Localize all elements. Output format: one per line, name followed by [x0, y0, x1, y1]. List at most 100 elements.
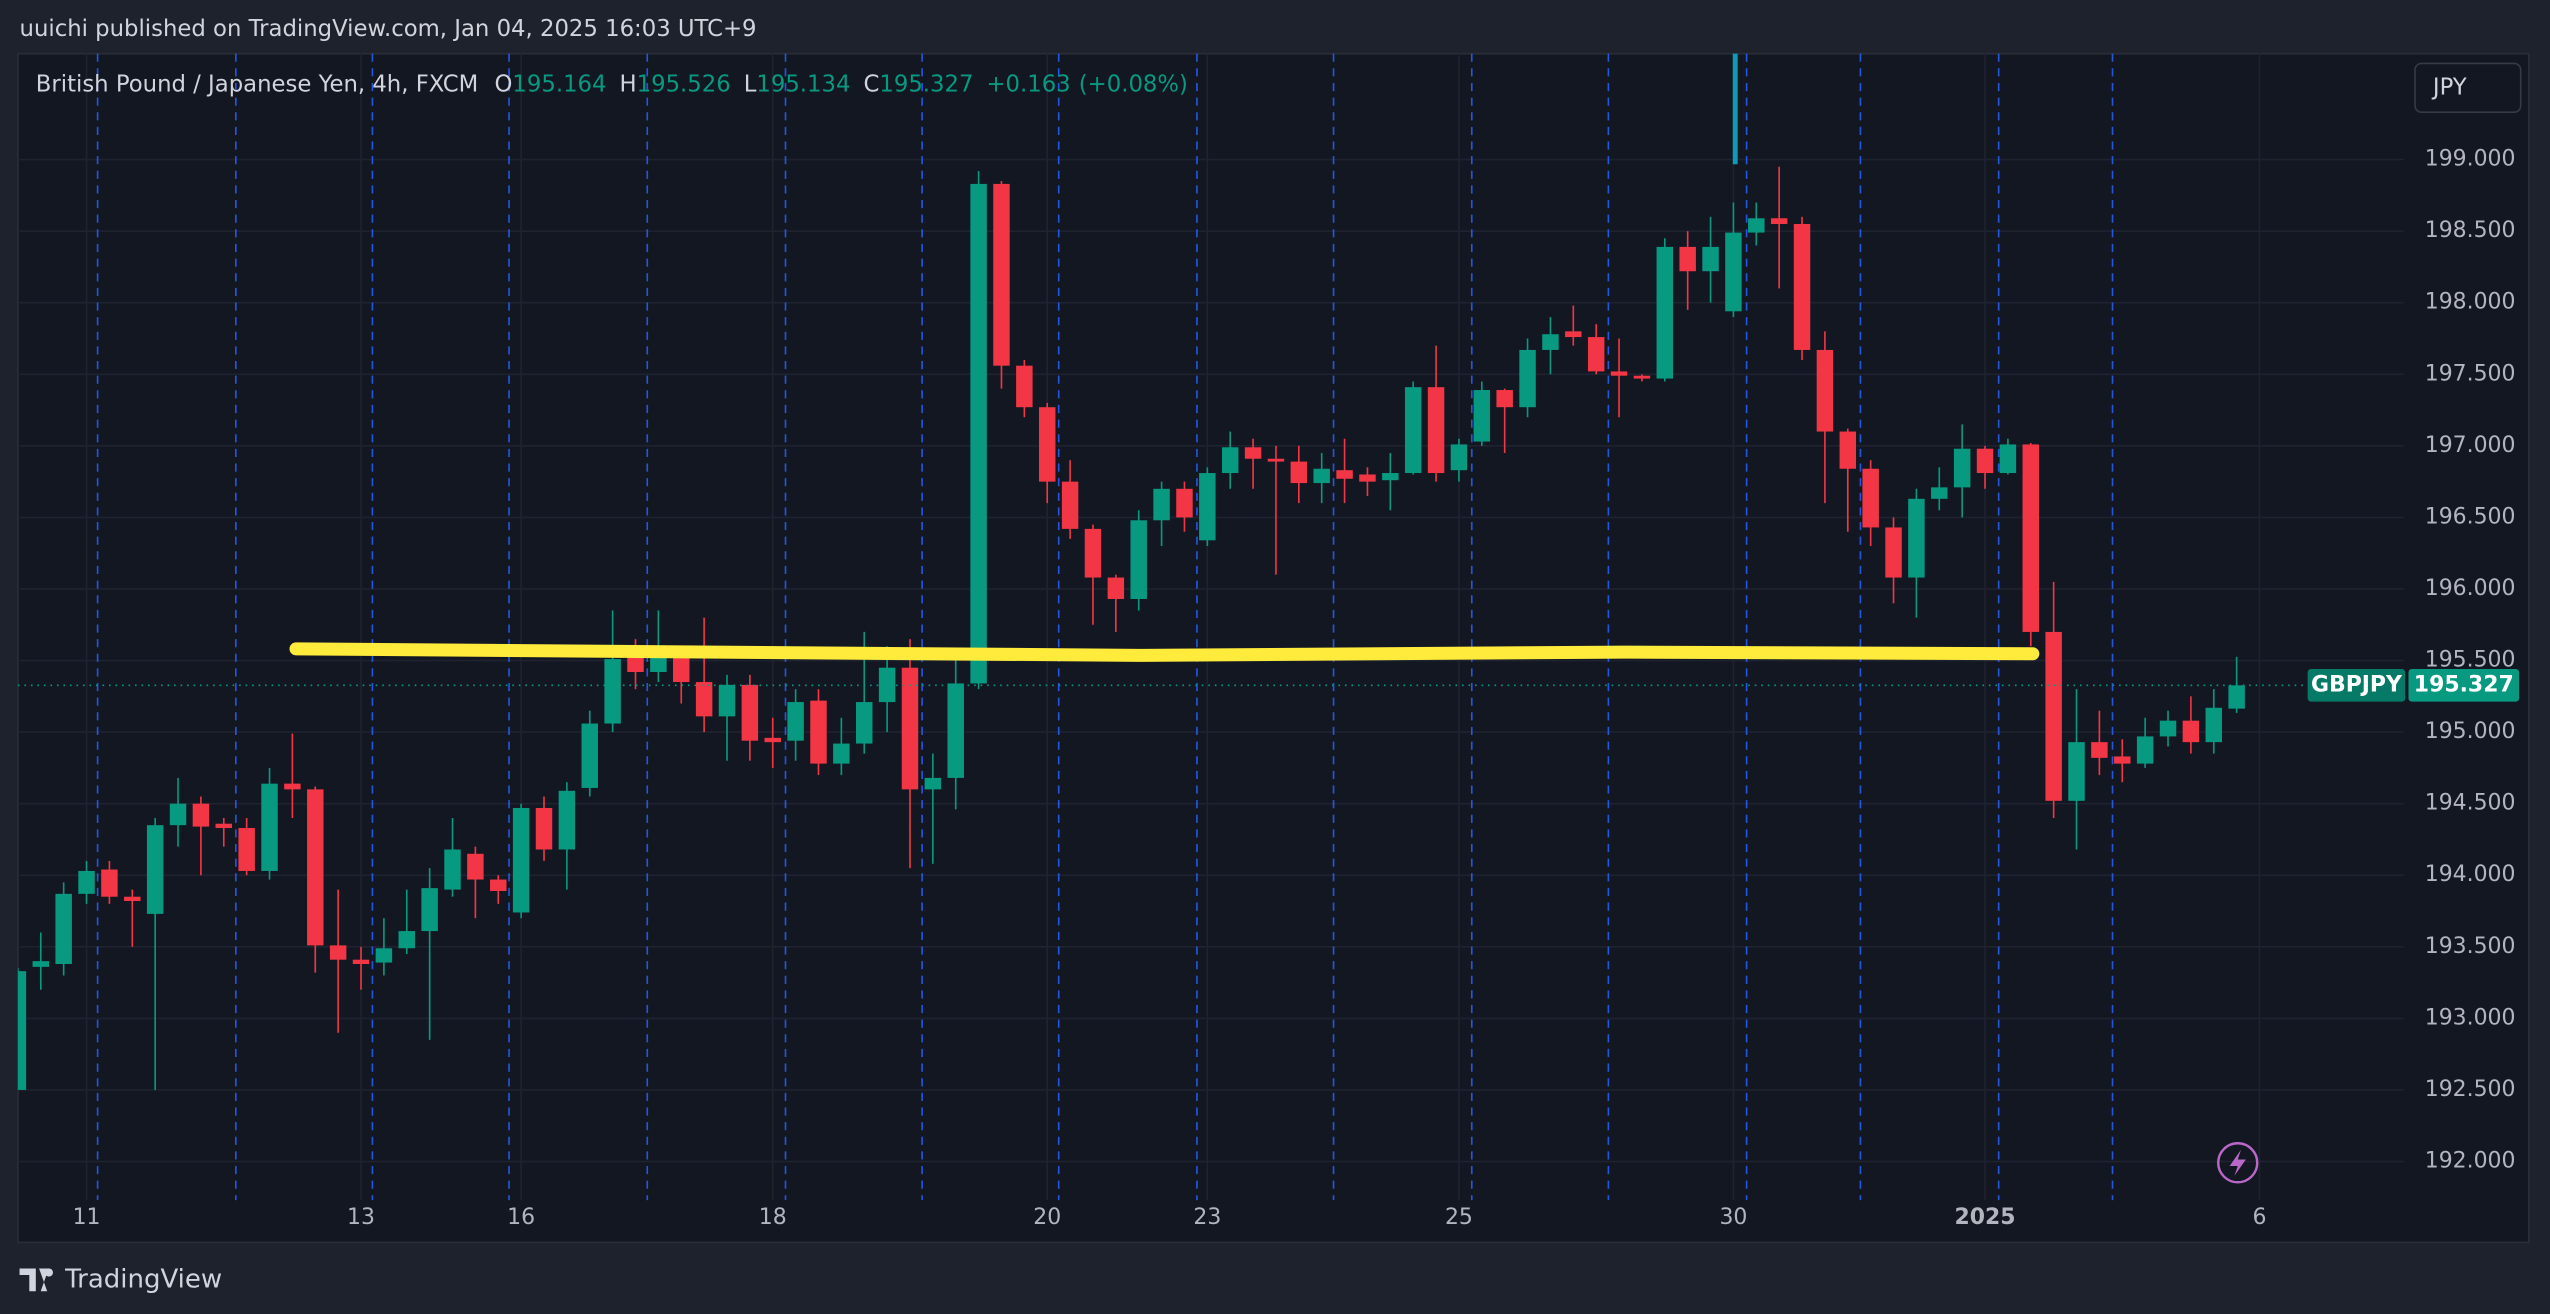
- candle-body: [787, 702, 804, 741]
- x-tick-label: 30: [1719, 1205, 1747, 1230]
- candle-body: [444, 849, 461, 890]
- legend-key: O: [495, 71, 513, 97]
- candle-body: [673, 656, 690, 683]
- candle-body: [215, 823, 233, 829]
- price-axis: 192.000 192.500 193.000 193.500 194.000 194.5…: [73, 147, 2520, 1230]
- candle-body: [17, 971, 27, 1090]
- candle-body: [650, 656, 667, 673]
- y-tick-label: 192.000: [2425, 1149, 2516, 1174]
- y-tick-label: 195.000: [2425, 719, 2516, 744]
- y-tick-label: 194.500: [2425, 791, 2516, 816]
- y-tick-label: 197.000: [2425, 433, 2516, 458]
- candle-body: [1084, 528, 1102, 578]
- candle-body: [718, 684, 736, 717]
- candle-body: [1999, 444, 2017, 474]
- legend-change-pct: (+0.08%): [1079, 71, 1188, 97]
- candle-body: [1885, 527, 1902, 578]
- candle-body: [1199, 473, 1216, 541]
- candle-body: [78, 870, 95, 894]
- candle-body: [604, 659, 621, 724]
- x-tick-label: 23: [1193, 1205, 1221, 1230]
- candle-body: [947, 683, 964, 778]
- candle-body: [1382, 473, 1399, 481]
- y-tick-label: 196.500: [2425, 504, 2516, 529]
- candle-body: [1107, 577, 1125, 600]
- candle-body: [1702, 246, 1719, 272]
- candle-body: [810, 700, 827, 764]
- candle-body: [2045, 631, 2062, 801]
- candle-body: [924, 777, 942, 790]
- legend-change: +0.163: [986, 71, 1070, 97]
- y-tick-label: 197.500: [2425, 361, 2516, 386]
- candle-body: [32, 961, 50, 967]
- candle-body: [1130, 520, 1147, 600]
- candle-body: [581, 723, 598, 788]
- candle-body: [1427, 387, 1445, 474]
- candle-body: [1610, 371, 1628, 376]
- candle-body: [833, 743, 850, 764]
- candle-body: [1587, 337, 1605, 372]
- candle-body: [375, 948, 393, 963]
- candle-body: [1908, 498, 1925, 578]
- candle-body: [490, 879, 507, 891]
- brand: TradingView: [64, 1264, 222, 1294]
- candle-body: [970, 183, 987, 684]
- candle-body: [1816, 349, 1834, 432]
- legend-high: 195.526: [637, 71, 731, 97]
- candle-body: [1519, 349, 1536, 408]
- candle-body: [284, 783, 301, 790]
- candle-body: [2091, 742, 2108, 758]
- candle-body: [1748, 218, 1765, 233]
- candle-body: [1679, 246, 1696, 272]
- candle-body: [1176, 488, 1193, 518]
- candle-body: [101, 869, 118, 897]
- drawing-vlines: [96, 53, 2114, 1201]
- candle-body: [421, 888, 438, 932]
- candle-body: [1290, 461, 1308, 484]
- candle-body: [1793, 223, 1811, 350]
- drawing-hline: [289, 642, 2040, 662]
- candle-body: [1153, 488, 1170, 521]
- candle-body: [1038, 407, 1056, 482]
- candle-body: [1976, 448, 1994, 474]
- legend-title: British Pound / Japanese Yen, 4h, FXCM: [36, 71, 478, 97]
- candle-body: [55, 893, 72, 964]
- candle-body: [901, 667, 919, 790]
- legend: British Pound / Japanese Yen, 4h, FXCM O 1…: [36, 71, 1188, 97]
- candle-body: [329, 945, 347, 960]
- candle-body: [1725, 232, 1742, 312]
- x-tick-label: 2025: [1954, 1205, 2015, 1230]
- y-tick-label: 194.000: [2425, 862, 2516, 887]
- candle-body: [192, 803, 210, 827]
- candle-body: [764, 737, 781, 743]
- y-tick-label: 196.000: [2425, 576, 2516, 601]
- candle-body: [2228, 685, 2245, 709]
- candle-body: [2182, 720, 2200, 743]
- candle-body: [558, 790, 576, 850]
- candle-body: [2022, 444, 2040, 632]
- x-tick-label: 20: [1033, 1205, 1061, 1230]
- legend-close: 195.327: [879, 71, 973, 97]
- candle-body: [307, 789, 324, 946]
- x-tick-label: 25: [1445, 1205, 1473, 1230]
- candle-body: [1953, 448, 1971, 488]
- candle-body: [124, 896, 141, 902]
- alert-icon[interactable]: [2216, 1142, 2259, 1184]
- price-tag: [2408, 669, 2520, 702]
- candle-body: [1473, 390, 1491, 442]
- candle-body: [993, 183, 1010, 366]
- currency-button[interactable]: [2414, 62, 2522, 114]
- candles: [17, 166, 2404, 1090]
- candle-body: [1839, 431, 1857, 469]
- candle-body: [1496, 390, 1513, 408]
- candle-body: [878, 667, 896, 703]
- y-tick-label: 192.500: [2425, 1077, 2516, 1102]
- y-tick-label: 198.000: [2425, 290, 2516, 315]
- candle-body: [2136, 736, 2154, 764]
- grid: [17, 53, 2404, 1201]
- candle-body: [2159, 720, 2177, 737]
- candle-body: [1016, 365, 1033, 408]
- candle-body: [1931, 487, 1948, 499]
- candle-body: [512, 807, 530, 913]
